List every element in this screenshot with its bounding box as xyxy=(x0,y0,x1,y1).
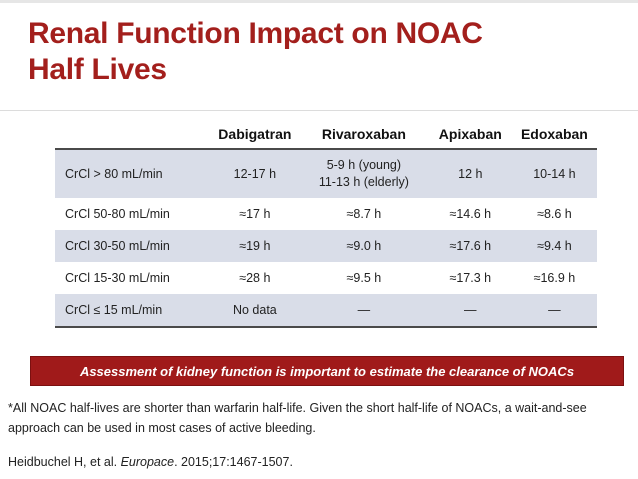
citation-details: . 2015;17:1467-1507. xyxy=(174,455,293,469)
header-blank xyxy=(55,120,211,150)
footnote: *All NOAC half-lives are shorter than wa… xyxy=(8,401,587,435)
edoxaban-value: ≈8.6 h xyxy=(511,198,597,230)
dabigatran-value: ≈28 h xyxy=(210,262,299,294)
top-divider xyxy=(0,0,638,3)
table-row: CrCl > 80 mL/min 12-17 h 5-9 h (young) 1… xyxy=(55,148,597,198)
rivaroxaban-value: — xyxy=(298,294,429,328)
slide-title-line-1: Renal Function Impact on NOAC xyxy=(28,17,483,50)
slide-title-line-2: Half Lives xyxy=(28,53,167,86)
table-row: CrCl 30-50 mL/min ≈19 h ≈9.0 h ≈17.6 h ≈… xyxy=(55,230,597,262)
rivaroxaban-elderly-value: 11-13 h (elderly) xyxy=(318,175,409,189)
edoxaban-value: ≈9.4 h xyxy=(511,230,597,262)
header-apixaban: Apixaban xyxy=(428,120,512,150)
apixaban-value: ≈14.6 h xyxy=(428,198,512,230)
edoxaban-value: — xyxy=(511,294,597,328)
half-life-table: Dabigatran Rivaroxaban Apixaban Edoxaban… xyxy=(55,120,597,328)
apixaban-value: 12 h xyxy=(428,148,512,198)
dabigatran-value: No data xyxy=(210,294,299,328)
rivaroxaban-value: ≈8.7 h xyxy=(298,198,429,230)
rivaroxaban-young-value: 5-9 h (young) xyxy=(326,158,402,172)
rivaroxaban-value: 5-9 h (young) 11-13 h (elderly) xyxy=(298,148,429,198)
citation-journal: Europace xyxy=(120,455,175,469)
row-label: CrCl > 80 mL/min xyxy=(55,148,211,198)
dabigatran-value: ≈19 h xyxy=(210,230,299,262)
apixaban-value: ≈17.3 h xyxy=(428,262,512,294)
row-label: CrCl 30-50 mL/min xyxy=(55,230,211,262)
row-label: CrCl 15-30 mL/min xyxy=(55,262,211,294)
table-header-row: Dabigatran Rivaroxaban Apixaban Edoxaban xyxy=(55,120,597,150)
citation: Heidbuchel H, et al. Europace. 2015;17:1… xyxy=(8,453,293,471)
slide-title: Renal Function Impact on NOAC Half Lives xyxy=(28,16,483,88)
key-message-banner: Assessment of kidney function is importa… xyxy=(30,356,624,386)
rivaroxaban-value: ≈9.5 h xyxy=(298,262,429,294)
citation-authors: Heidbuchel H, et al. xyxy=(8,455,121,469)
dabigatran-value: ≈17 h xyxy=(210,198,299,230)
table-row: CrCl 50-80 mL/min ≈17 h ≈8.7 h ≈14.6 h ≈… xyxy=(55,198,597,230)
row-label: CrCl ≤ 15 mL/min xyxy=(55,294,211,328)
table-row: CrCl ≤ 15 mL/min No data — — — xyxy=(55,294,597,328)
table-row: CrCl 15-30 mL/min ≈28 h ≈9.5 h ≈17.3 h ≈… xyxy=(55,262,597,294)
dabigatran-value: 12-17 h xyxy=(210,148,299,198)
apixaban-value: — xyxy=(428,294,512,328)
header-dabigatran: Dabigatran xyxy=(210,120,299,150)
edoxaban-value: 10-14 h xyxy=(511,148,597,198)
title-divider xyxy=(0,110,638,111)
edoxaban-value: ≈16.9 h xyxy=(511,262,597,294)
header-edoxaban: Edoxaban xyxy=(511,120,597,150)
header-rivaroxaban: Rivaroxaban xyxy=(298,120,429,150)
row-label: CrCl 50-80 mL/min xyxy=(55,198,211,230)
rivaroxaban-value: ≈9.0 h xyxy=(298,230,429,262)
apixaban-value: ≈17.6 h xyxy=(428,230,512,262)
